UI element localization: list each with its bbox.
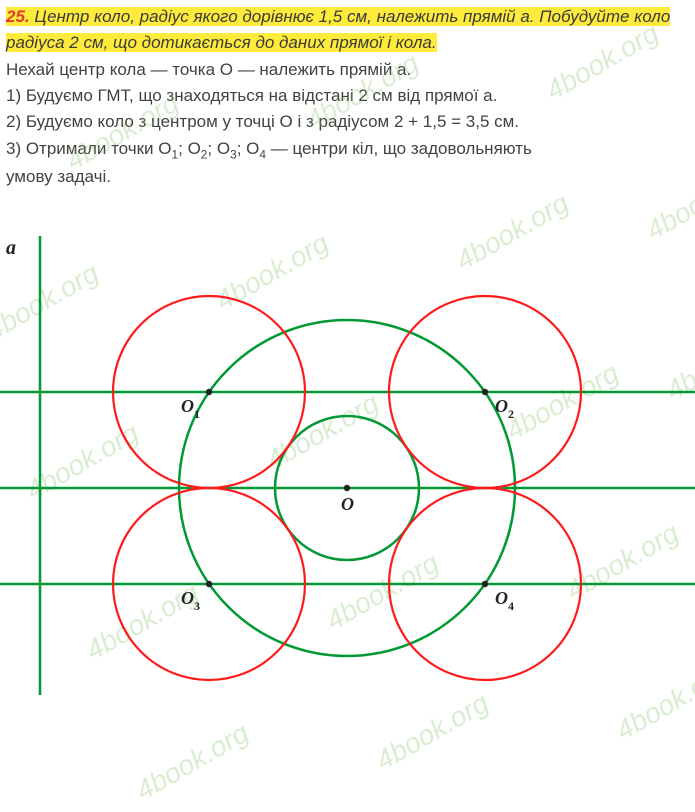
solution-line4b: ; O (178, 139, 201, 158)
svg-text:O1: O1 (181, 396, 200, 421)
svg-text:O2: O2 (495, 396, 514, 421)
solution-line4e: — центри кіл, що задовольняють (266, 139, 532, 158)
solution-line2: 1) Будуємо ГМТ, що знаходяться на відста… (6, 86, 497, 105)
solution-line4c: ; O (207, 139, 230, 158)
statement-text: Центр коло, радіус якого дорівнює 1,5 см… (6, 7, 670, 52)
problem-statement: 25. Центр коло, радіус якого дорівнює 1,… (6, 7, 670, 52)
sub3: 3 (230, 147, 237, 161)
svg-text:a: a (6, 237, 16, 259)
solution-line1: Нехай центр кола — точка O — належить пр… (6, 60, 411, 79)
solution-line4a: 3) Отримали точки O (6, 139, 172, 158)
problem-text: 25. Центр коло, радіус якого дорівнює 1,… (0, 0, 695, 190)
geometry-diagram: a O O1 O2 O3 O4 (0, 236, 695, 695)
svg-text:O: O (341, 494, 354, 514)
problem-number: 25. (6, 7, 30, 26)
solution-line3: 2) Будуємо коло з центром у точці O і з … (6, 112, 519, 131)
svg-text:O4: O4 (495, 588, 514, 613)
solution-line4d: ; O (237, 139, 260, 158)
svg-text:O3: O3 (181, 588, 200, 613)
solution-line5: умову задачі. (6, 167, 111, 186)
